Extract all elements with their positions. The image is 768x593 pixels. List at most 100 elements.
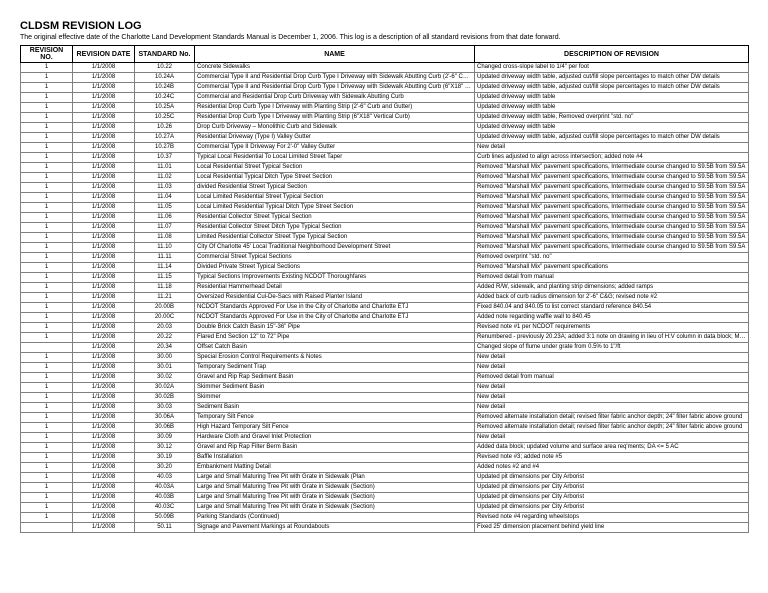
table-cell: 1 xyxy=(21,173,73,183)
table-cell: 1 xyxy=(21,423,73,433)
table-cell: 1/1/2008 xyxy=(73,133,135,143)
table-cell: Added R/W, sidewalk, and planting strip … xyxy=(475,283,749,293)
table-cell: Residential Drop Curb Type I Driveway wi… xyxy=(195,113,475,123)
table-cell: 1/1/2008 xyxy=(73,113,135,123)
table-cell: 1/1/2008 xyxy=(73,273,135,283)
table-cell: 1/1/2008 xyxy=(73,233,135,243)
table-row: 11/1/200820.22Flared End Section 12" to … xyxy=(21,333,749,343)
table-cell: Local Limited Residential Typical Ditch … xyxy=(195,203,475,213)
table-cell: Removed "Marshall Mix" pavement specific… xyxy=(475,233,749,243)
table-cell: 30.12 xyxy=(135,443,195,453)
table-cell: New detail xyxy=(475,143,749,153)
table-cell: 30.02B xyxy=(135,393,195,403)
table-cell: Removed "Marshall Mix" pavement specific… xyxy=(475,203,749,213)
table-cell: 20.22 xyxy=(135,333,195,343)
table-cell: Temporary Sediment Trap xyxy=(195,363,475,373)
table-cell: 1 xyxy=(21,403,73,413)
table-cell: 10.22 xyxy=(135,63,195,73)
table-cell: 1/1/2008 xyxy=(73,243,135,253)
table-row: 11/1/200811.15Typical Sections Improveme… xyxy=(21,273,749,283)
table-row: 11/1/200810.24BCommercial Type II and Re… xyxy=(21,83,749,93)
table-cell: 1 xyxy=(21,503,73,513)
table-row: 11/1/200830.02BSkimmerNew detail xyxy=(21,393,749,403)
table-cell: Updated driveway width table, adjusted c… xyxy=(475,133,749,143)
table-cell: 1/1/2008 xyxy=(73,503,135,513)
table-cell: Gravel and Rip Rap Sediment Basin xyxy=(195,373,475,383)
table-cell: 1/1/2008 xyxy=(73,103,135,113)
table-row: 11/1/200810.24CCommercial and Residentia… xyxy=(21,93,749,103)
table-cell: 1 xyxy=(21,303,73,313)
table-cell: 1/1/2008 xyxy=(73,213,135,223)
table-cell: 11.02 xyxy=(135,173,195,183)
table-cell: Embankment Matting Detail xyxy=(195,463,475,473)
col-revision-no: REVISION NO. xyxy=(21,46,73,63)
table-cell: Updated pit dimensions per City Arborist xyxy=(475,503,749,513)
table-row: 11/1/200810.27AResidential Driveway (Typ… xyxy=(21,133,749,143)
table-cell: Updated driveway width table, Removed ov… xyxy=(475,113,749,123)
table-cell: 30.02A xyxy=(135,383,195,393)
table-cell: 30.06A xyxy=(135,413,195,423)
table-cell: Renumbered - previously 20.23A; added 3:… xyxy=(475,333,749,343)
table-cell: 1 xyxy=(21,203,73,213)
table-cell: Oversized Residential Cul-De-Sacs with R… xyxy=(195,293,475,303)
table-cell: 1/1/2008 xyxy=(73,373,135,383)
table-cell: Concrete Sidewalks xyxy=(195,63,475,73)
table-row: 11/1/200811.05Local Limited Residential … xyxy=(21,203,749,213)
table-cell: Signage and Pavement Markings at Roundab… xyxy=(195,523,475,533)
table-cell: 10.25A xyxy=(135,103,195,113)
table-cell: 1 xyxy=(21,393,73,403)
table-cell xyxy=(21,523,73,533)
table-cell: 1/1/2008 xyxy=(73,193,135,203)
table-cell: Gravel and Rip Rap Filter Berm Basin xyxy=(195,443,475,453)
table-cell: 1 xyxy=(21,63,73,73)
table-cell: Commercial Type II and Residential Drop … xyxy=(195,83,475,93)
table-cell: New detail xyxy=(475,353,749,363)
table-cell: 1/1/2008 xyxy=(73,433,135,443)
table-cell: Updated driveway width table, adjusted c… xyxy=(475,73,749,83)
table-cell: 11.15 xyxy=(135,273,195,283)
table-cell: Typical Local Residential To Local Limit… xyxy=(195,153,475,163)
table-cell: 1 xyxy=(21,193,73,203)
table-cell: 1/1/2008 xyxy=(73,313,135,323)
table-cell: 1 xyxy=(21,273,73,283)
table-cell: 1 xyxy=(21,313,73,323)
table-row: 11/1/200811.21Oversized Residential Cul-… xyxy=(21,293,749,303)
table-cell: 1 xyxy=(21,103,73,113)
table-cell: 1 xyxy=(21,83,73,93)
table-cell: 1/1/2008 xyxy=(73,83,135,93)
table-cell: Residential Hammerhead Detail xyxy=(195,283,475,293)
table-cell: 1/1/2008 xyxy=(73,63,135,73)
table-cell: Commercial and Residential Drop Curb Dri… xyxy=(195,93,475,103)
table-cell: 1/1/2008 xyxy=(73,443,135,453)
table-cell: 1 xyxy=(21,123,73,133)
table-cell: 1 xyxy=(21,333,73,343)
col-revision-date: REVISION DATE xyxy=(73,46,135,63)
table-cell: Changed slope of flume under grate from … xyxy=(475,343,749,353)
table-cell: Skimmer Sediment Basin xyxy=(195,383,475,393)
table-cell: New detail xyxy=(475,433,749,443)
table-cell: 1 xyxy=(21,133,73,143)
table-cell: 10.27B xyxy=(135,143,195,153)
table-cell: Baffle Installation xyxy=(195,453,475,463)
table-cell: Local Limited Residential Street Typical… xyxy=(195,193,475,203)
table-cell: 11.03 xyxy=(135,183,195,193)
table-cell: 1 xyxy=(21,483,73,493)
table-row: 11/1/200830.19Baffle InstallationRevised… xyxy=(21,453,749,463)
table-row: 11/1/200820.03Double Brick Catch Basin 1… xyxy=(21,323,749,333)
table-cell: 1/1/2008 xyxy=(73,413,135,423)
table-cell: 20.34 xyxy=(135,343,195,353)
table-cell: NCDOT Standards Approved For Use in the … xyxy=(195,303,475,313)
table-cell: Fixed 840.04 and 840.05 to list correct … xyxy=(475,303,749,313)
table-cell: Changed cross-slope label to 1/4" per fo… xyxy=(475,63,749,73)
table-cell: 1 xyxy=(21,413,73,423)
table-cell: 1 xyxy=(21,493,73,503)
table-cell: 1/1/2008 xyxy=(73,473,135,483)
table-cell: 1/1/2008 xyxy=(73,293,135,303)
table-cell: 1 xyxy=(21,153,73,163)
table-cell: 1 xyxy=(21,433,73,443)
table-cell: Removed "Marshall Mix" pavement specific… xyxy=(475,223,749,233)
table-cell: Drop Curb Driveway – Monolithic Curb and… xyxy=(195,123,475,133)
table-cell: Removed "Marshall Mix" pavement specific… xyxy=(475,193,749,203)
table-cell: Double Brick Catch Basin 15"-36" Pipe xyxy=(195,323,475,333)
table-cell: 50.11 xyxy=(135,523,195,533)
